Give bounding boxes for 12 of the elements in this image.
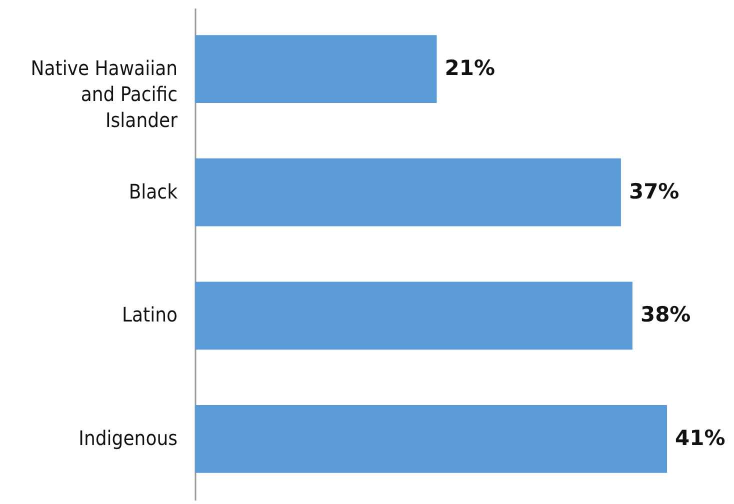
y-tick-label: Black xyxy=(128,179,178,204)
bar xyxy=(195,158,621,226)
data-label: 41% xyxy=(675,426,726,450)
data-label: 38% xyxy=(640,302,691,327)
y-tick-label: Native Hawaiian and Pacific Islander xyxy=(30,56,178,132)
data-label: 21% xyxy=(444,56,496,80)
bar xyxy=(195,405,667,473)
data-label: 37% xyxy=(628,179,680,204)
y-tick-label: Indigenous xyxy=(78,426,178,450)
y-tick-label: Latino xyxy=(122,302,178,327)
bar xyxy=(195,282,632,350)
bar xyxy=(195,35,437,103)
